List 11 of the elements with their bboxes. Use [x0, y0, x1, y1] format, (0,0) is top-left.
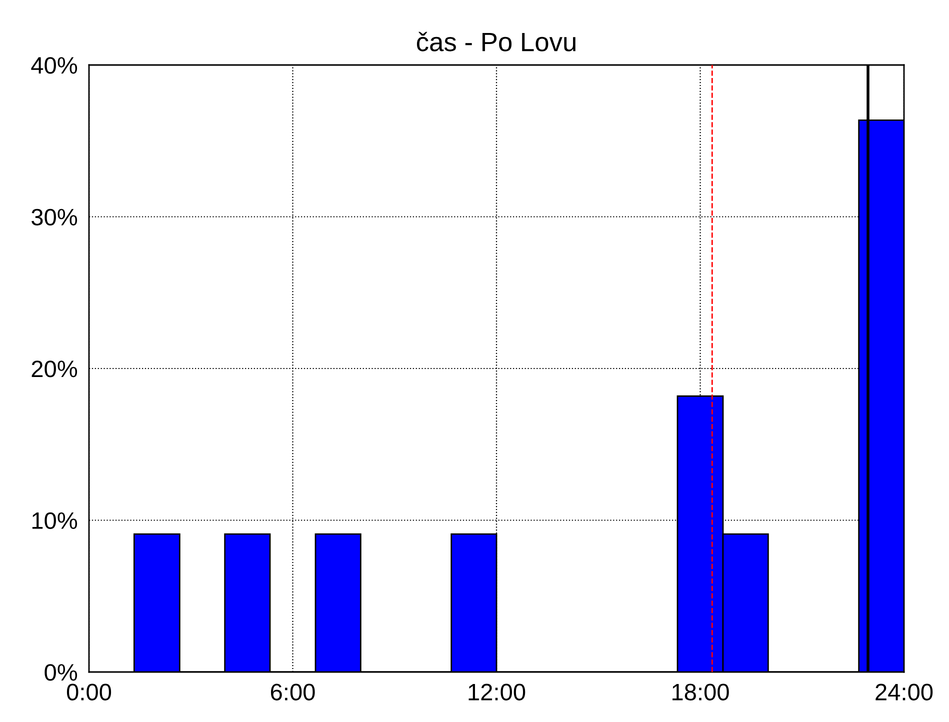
y-tick-label: 30%: [32, 208, 78, 226]
y-tick-label: 40%: [31, 57, 78, 74]
x-tick-label: 12:00: [468, 684, 526, 700]
y-tick-label: 0%: [44, 664, 78, 681]
x-tick-label: 0:00: [66, 684, 112, 700]
chart-title: čas - Po Lovu: [416, 32, 576, 52]
x-tick-label: 6:00: [270, 684, 315, 700]
x-tick-label: 24:00: [876, 684, 933, 700]
y-tick-label: 10%: [32, 512, 78, 530]
y-tick-label: 20%: [32, 360, 78, 378]
x-tick-label: 18:00: [672, 684, 729, 700]
